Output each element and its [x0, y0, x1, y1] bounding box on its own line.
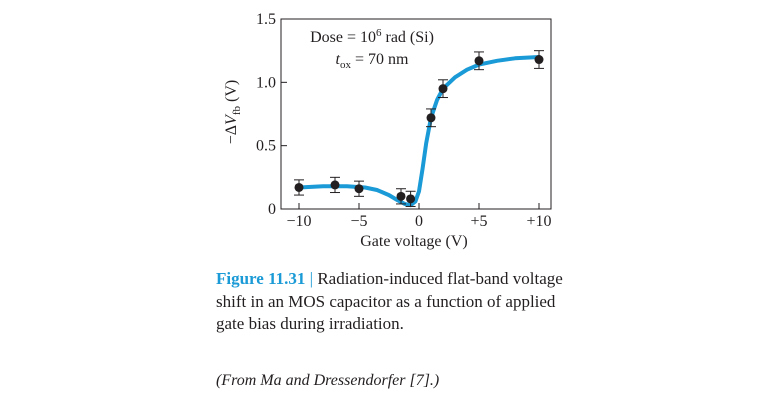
y-axis-label: −ΔVfb (V): [223, 80, 243, 144]
data-point: [330, 176, 340, 194]
data-marker: [406, 194, 416, 204]
data-point: [438, 79, 448, 99]
fit-curve: [297, 55, 541, 208]
x-tick-label: 0: [415, 213, 423, 230]
data-marker: [396, 191, 406, 201]
data-marker: [438, 84, 448, 94]
annotation-tox: tox = 70 nm: [336, 51, 409, 71]
chart: −10 −5 0 +5 +10 0 0.5 1.0 1.5 Dose = 106 rad (Si…: [223, 11, 552, 250]
data-point: [396, 188, 406, 205]
caption-text: Radiation-induced flat-band voltage shif…: [216, 269, 563, 333]
y-tick-label: 0.5: [256, 138, 276, 155]
data-marker: [354, 184, 364, 194]
data-point: [474, 51, 484, 71]
data-point: [354, 180, 364, 197]
data-point: [426, 108, 436, 128]
y-tick-label: 0: [268, 201, 276, 218]
data-marker: [474, 56, 484, 66]
data-point: [534, 50, 544, 69]
data-point: [405, 190, 416, 207]
data-marker: [294, 182, 304, 192]
caption-source: (From Ma and Dressendorfer [7].): [216, 372, 440, 389]
y-tick-label: 1.0: [256, 74, 276, 91]
x-tick-label: +10: [526, 213, 551, 230]
x-tick-label: −5: [350, 213, 367, 230]
figure-caption: Figure 11.31 | Radiation-induced flat-ba…: [216, 268, 576, 336]
caption-separator: |: [305, 269, 318, 288]
data-point: [294, 179, 304, 196]
data-marker: [534, 55, 544, 65]
x-tick-label: +5: [470, 213, 487, 230]
plot-frame: [280, 18, 552, 210]
caption-label: Figure 11.31: [216, 269, 306, 288]
data-marker: [426, 113, 436, 123]
x-axis-label: Gate voltage (V): [360, 233, 468, 250]
annotation-dose: Dose = 106 rad (Si): [310, 27, 434, 46]
y-tick-label: 1.5: [256, 11, 276, 28]
data-marker: [330, 180, 340, 190]
x-tick-label: −10: [286, 213, 311, 230]
